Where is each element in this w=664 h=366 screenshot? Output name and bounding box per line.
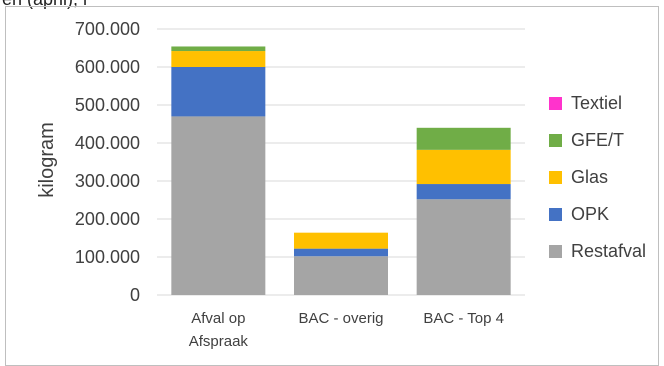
x-category-label: BAC - overig: [298, 310, 383, 327]
legend-swatch: [549, 208, 562, 221]
cropped-header-text: en (april), r: [2, 0, 89, 10]
x-category-label: Afval op Afspraak: [189, 310, 249, 350]
bar-opk: [416, 184, 511, 200]
stacked-bar-chart: 0 100.000 200.000 300.000 400.000 500.000 600.…: [36, 19, 646, 350]
legend-label: GFE/T: [571, 130, 624, 150]
y-axis-ticks: 0 100.000 200.000 300.000 400.000 500.000 600.…: [75, 19, 140, 305]
y-axis-label: kilogram: [36, 122, 58, 198]
x-category-label: BAC - Top 4: [423, 310, 504, 327]
legend: Textiel GFE/T Glas OPK Restafval: [549, 93, 646, 261]
bar-gfe-t: [171, 46, 266, 52]
legend-label: OPK: [571, 204, 609, 224]
bar-restafval: [416, 199, 511, 295]
y-tick-label: 400.000: [75, 133, 140, 153]
y-tick-label: 300.000: [75, 171, 140, 191]
bar-opk: [294, 248, 388, 257]
legend-swatch: [549, 245, 562, 258]
legend-swatch: [549, 171, 562, 184]
legend-swatch: [549, 97, 562, 110]
legend-label: Restafval: [571, 241, 646, 261]
bar-glas: [416, 149, 511, 185]
bar-gfe-t: [416, 127, 511, 150]
bar-opk: [171, 67, 266, 117]
bars: [171, 46, 511, 296]
legend-label: Textiel: [571, 93, 622, 113]
bar-restafval: [294, 256, 388, 295]
legend-swatch: [549, 134, 562, 147]
x-axis-categories: Afval op Afspraak BAC - overig BAC - Top 4: [189, 310, 504, 350]
y-tick-label: 600.000: [75, 57, 140, 77]
bar-glas: [171, 51, 266, 67]
y-tick-label: 500.000: [75, 95, 140, 115]
y-tick-label: 0: [130, 285, 140, 305]
legend-label: Glas: [571, 167, 608, 187]
bar-restafval: [171, 116, 266, 296]
y-tick-label: 100.000: [75, 247, 140, 267]
y-tick-label: 700.000: [75, 19, 140, 39]
y-tick-label: 200.000: [75, 209, 140, 229]
bar-glas: [294, 232, 388, 249]
